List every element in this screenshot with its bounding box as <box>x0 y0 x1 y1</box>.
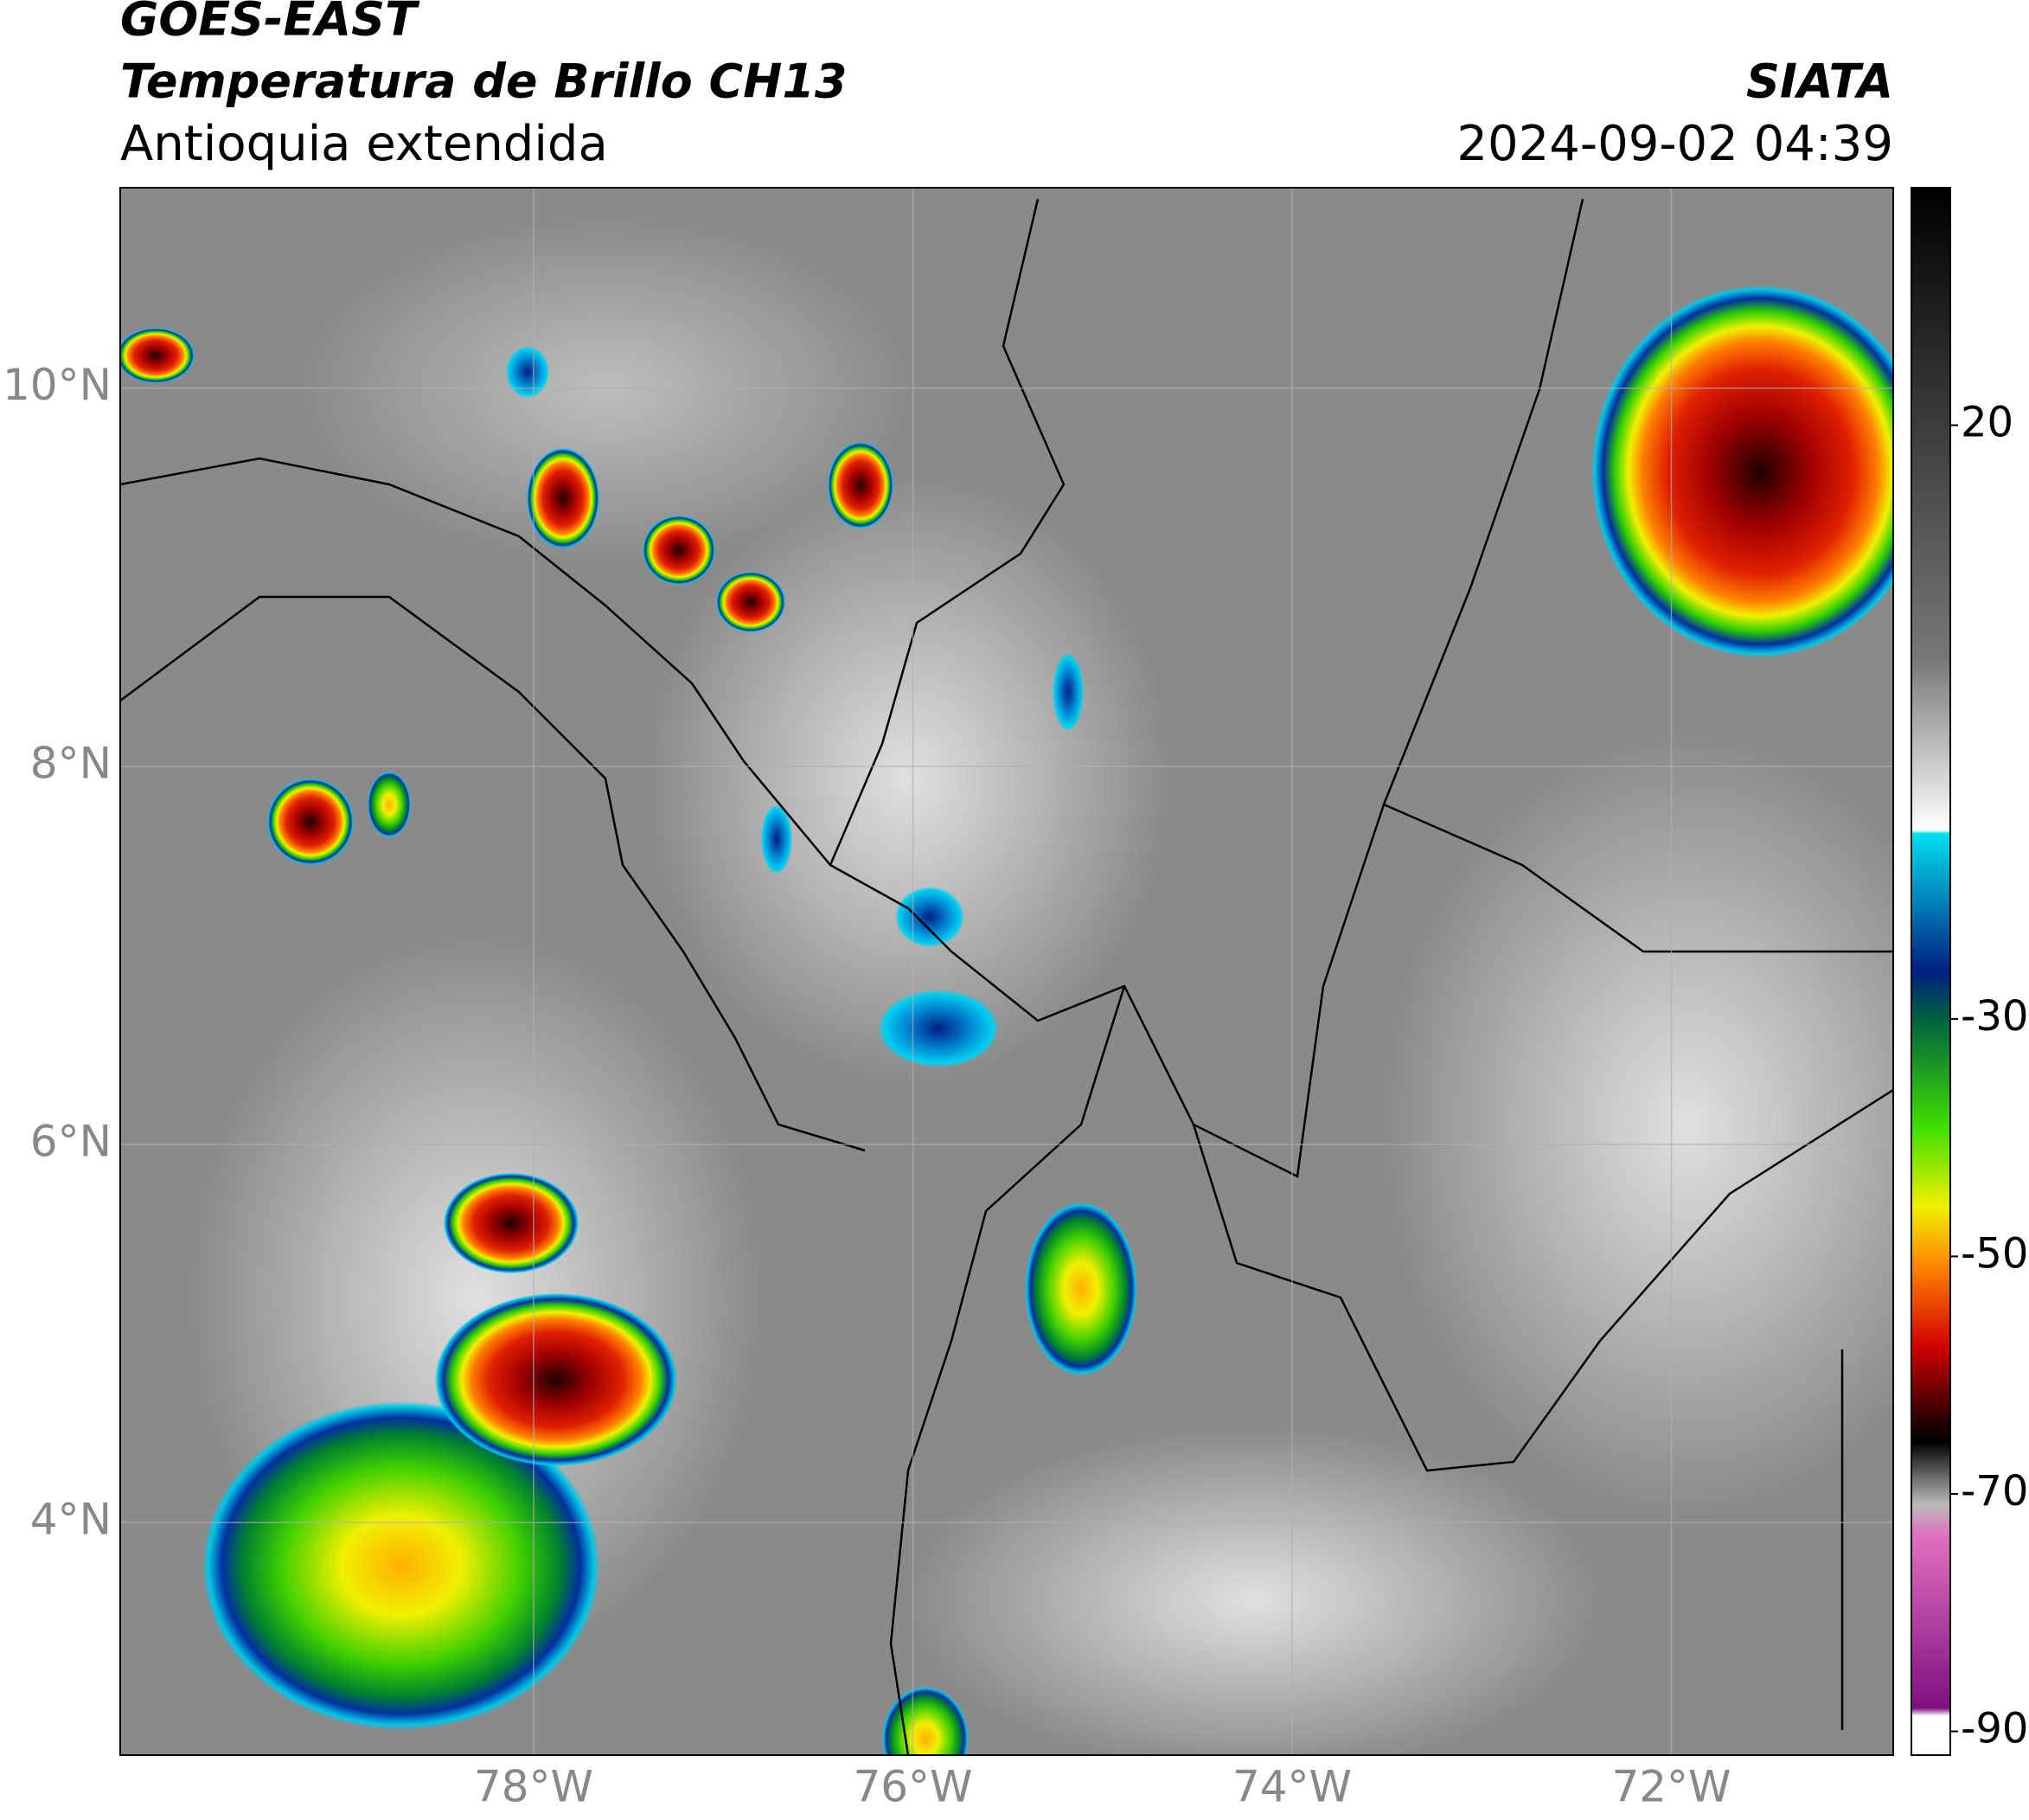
ticks: 78°W 76°W 74°W 72°W 4°N 6°N 8°N 10°N 20 -30 -50 -70… <box>3 360 2028 1811</box>
colorbar-tick-label: 20 <box>1961 399 2013 447</box>
borders <box>120 198 1893 1755</box>
colorbar-tick-label: -90 <box>1961 1705 2028 1753</box>
storm <box>202 1401 600 1730</box>
border <box>1383 803 1893 953</box>
cloud <box>303 216 908 562</box>
graticule <box>120 188 1893 1755</box>
storm <box>444 1173 579 1273</box>
storm <box>368 772 411 837</box>
colorbar <box>1911 187 1951 1756</box>
storm <box>1025 1202 1137 1375</box>
y-tick-label: 4°N <box>30 1495 112 1545</box>
storm <box>716 572 785 632</box>
border <box>1192 1088 1893 1472</box>
border <box>120 595 866 1152</box>
x-tick-label: 72°W <box>1611 1762 1731 1812</box>
cold-cloud <box>878 990 999 1067</box>
cloud <box>1384 735 1893 1514</box>
source: SIATA <box>1746 54 1893 109</box>
y-tick-label: 6°N <box>30 1116 112 1166</box>
cold-cloud <box>895 887 964 947</box>
storm <box>527 448 599 548</box>
map-frame <box>119 187 1894 1756</box>
colorbar-tick-label: -50 <box>1961 1229 2028 1278</box>
map <box>120 188 1893 1755</box>
datetime: 2024-09-02 04:39 <box>1456 116 1893 172</box>
cold-cloud <box>761 804 792 874</box>
cold-cloud <box>1053 653 1084 731</box>
storm <box>435 1293 677 1466</box>
border <box>889 985 1126 1755</box>
storm <box>267 779 354 865</box>
cloud <box>908 1427 1600 1755</box>
storm <box>1591 285 1893 657</box>
x-tick-label: 74°W <box>1232 1762 1352 1812</box>
storm <box>120 328 195 383</box>
x-tick-label: 76°W <box>853 1762 972 1812</box>
storm <box>882 1687 969 1755</box>
satellite: GOES-EAST <box>120 0 420 47</box>
product: Temperatura de Brillo CH13 <box>120 54 848 109</box>
border <box>829 198 1066 866</box>
region: Antioquia extendida <box>120 116 608 172</box>
cold-cloud <box>506 346 549 398</box>
colorbar-tick-label: -70 <box>1961 1467 2028 1516</box>
storm <box>643 516 715 585</box>
cloud <box>649 476 1168 1081</box>
x-tick-label: 78°W <box>474 1762 593 1812</box>
y-tick-label: 10°N <box>3 360 112 410</box>
y-tick-label: 8°N <box>30 738 112 788</box>
colorbar-tick-label: -30 <box>1961 992 2028 1041</box>
storm <box>828 442 893 529</box>
